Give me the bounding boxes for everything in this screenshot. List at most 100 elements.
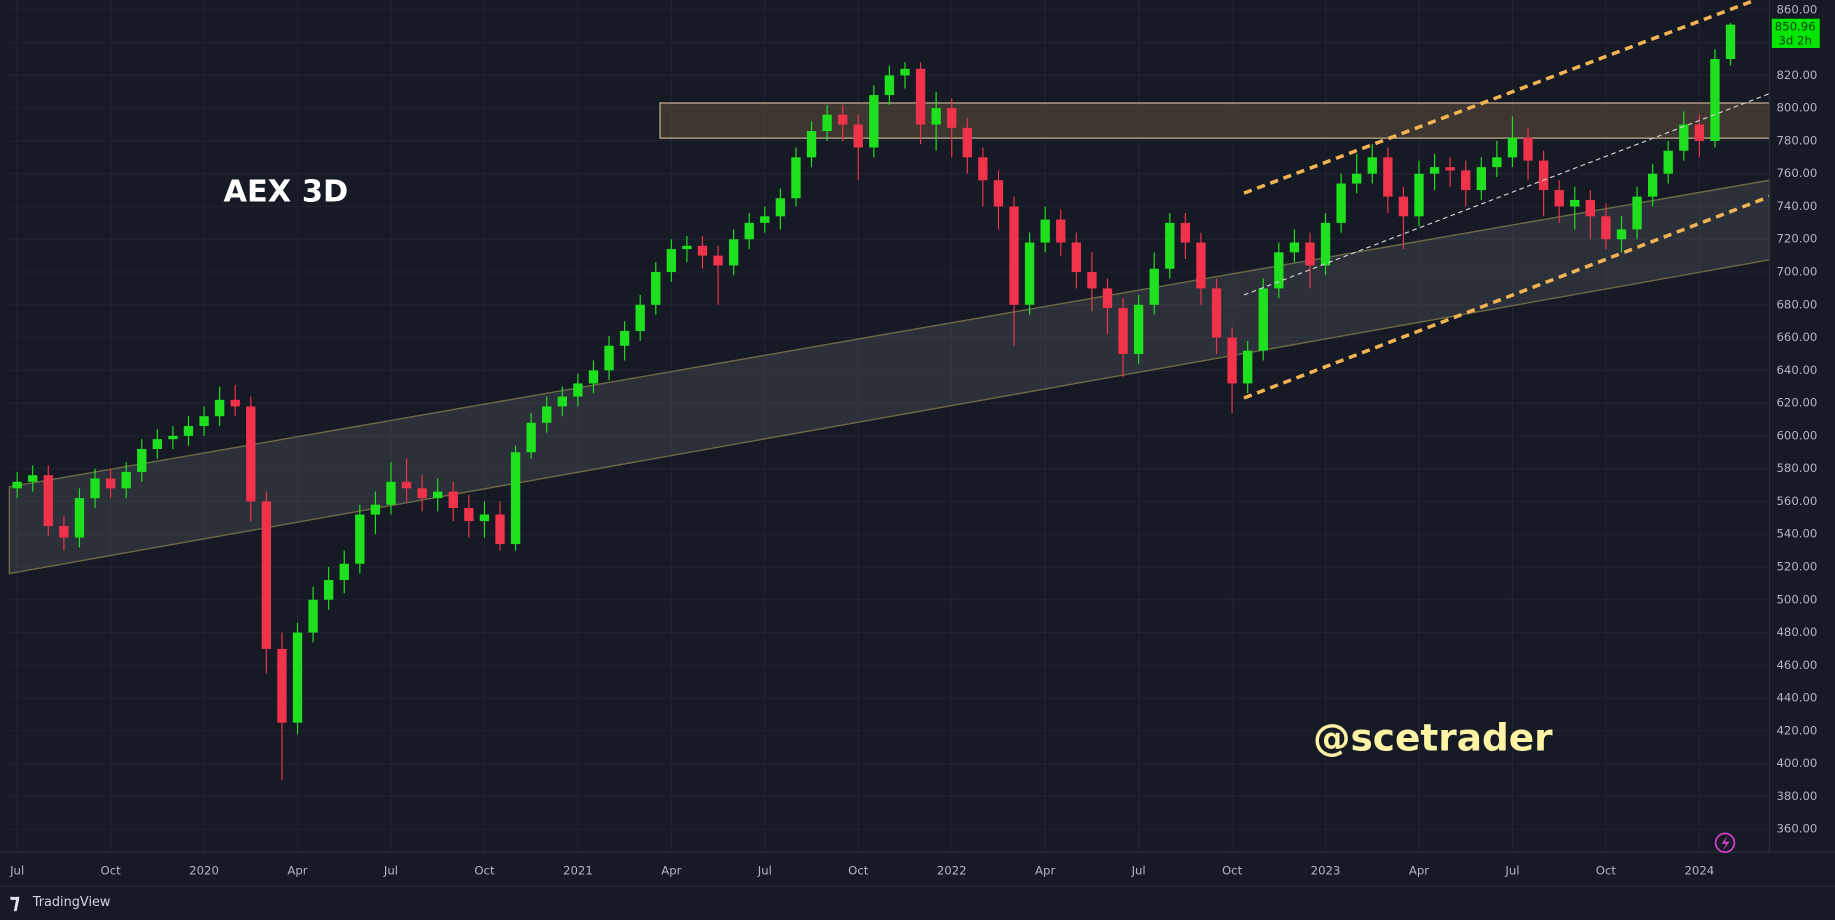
candle-body [1087,272,1097,289]
countdown-label: 3d 2h [1779,33,1812,47]
candle-body [464,507,474,522]
candle-body [900,68,910,76]
y-tick-label: 740.00 [1776,199,1817,213]
candle-body [838,114,848,125]
candle-body [370,504,381,515]
x-tick-label: 2022 [937,863,967,877]
candle-body [386,481,396,505]
candle-body [1040,219,1050,243]
candle-body [246,406,256,502]
candle-body [1180,222,1191,243]
candle-body [713,255,723,266]
y-tick-label: 660.00 [1776,330,1817,344]
candle-body [1429,167,1440,174]
x-tick-label: Apr [661,863,681,877]
candle-body [1694,124,1705,141]
candle-body [744,222,754,240]
candle-body [74,498,85,538]
candle-body [962,127,972,158]
x-tick-label: Jul [757,863,772,877]
candle-body [323,580,334,600]
candle-body [573,383,583,397]
axes: 360.00 380.00 400.00 420.00 440.00 460.00 480.… [9,2,1817,877]
y-tick-label: 720.00 [1776,232,1817,246]
candle-body [1305,242,1315,266]
y-tick-label: 820.00 [1776,68,1817,82]
candle-body [1476,167,1486,191]
candle-body [168,435,178,440]
candle-body [1632,196,1642,230]
x-tick-label: 2024 [1684,863,1714,877]
chart-title: AEX 3D [224,174,349,209]
y-tick-label: 560.00 [1776,494,1817,508]
candle-body [1274,252,1284,289]
candle-body [1133,304,1144,354]
y-tick-label: 460.00 [1776,658,1817,672]
y-tick-label: 540.00 [1776,527,1817,541]
candle-body [339,563,349,581]
candle-body [1009,206,1019,305]
candle-body [760,216,770,223]
candle-body [1570,199,1580,207]
x-tick-label: Jul [383,863,398,877]
x-tick-label: Oct [848,863,869,877]
candle-body [401,481,412,489]
candle-body [479,514,490,522]
candle-body [1071,242,1081,273]
candle-body [869,95,879,148]
y-tick-label: 400.00 [1776,756,1817,770]
candle-body [1725,24,1736,59]
candle-body [1352,173,1362,184]
candle-body [682,245,692,250]
y-tick-label: 420.00 [1776,723,1817,737]
x-tick-label: Oct [100,863,121,877]
candle-body [105,478,116,489]
x-tick-label: Oct [1222,863,1243,877]
candle-body [775,198,786,217]
candle-body [1024,242,1035,305]
candle-body [651,272,661,305]
y-tick-label: 680.00 [1776,297,1817,311]
candle-body [588,370,599,384]
candle-body [1102,288,1113,309]
candles [12,22,1736,781]
candle-body [978,157,988,181]
candle-body [433,491,443,499]
candle-body [1414,173,1424,217]
source-logo[interactable]: TradingView [32,895,111,910]
candle-body [1507,137,1518,158]
candle-body [1554,190,1564,207]
y-tick-label: 640.00 [1776,363,1817,377]
candle-body [183,426,194,436]
candle-body [137,448,147,472]
y-tick-label: 620.00 [1776,396,1817,410]
candle-body [1320,222,1331,266]
candle-body [261,501,272,649]
candle-body [292,632,303,723]
candle-body [1601,216,1611,240]
candle-body [214,399,225,417]
candle-body [1056,219,1066,243]
y-tick-label: 600.00 [1776,428,1817,442]
channel-upper-line [1243,0,1757,195]
logo-mark: ⁊ [9,888,20,913]
x-tick-label: 2020 [189,863,219,877]
candle-body [728,239,739,266]
y-tick-label: 860.00 [1776,2,1817,16]
x-tick-label: Jul [1504,863,1519,877]
alert-icon-bolt [1721,835,1730,851]
candle-body [526,422,536,453]
candle-body [1461,170,1471,191]
x-tick-label: Oct [1596,863,1617,877]
candle-body [791,157,801,199]
candle-body [697,245,708,256]
y-tick-label: 580.00 [1776,461,1817,475]
alert-icon[interactable] [1714,832,1736,853]
candle-body [308,599,318,633]
candle-body [1165,222,1175,269]
candle-body [277,648,287,723]
candle-body [90,478,100,499]
candle-body [121,471,131,489]
y-tick-label: 760.00 [1776,166,1817,180]
